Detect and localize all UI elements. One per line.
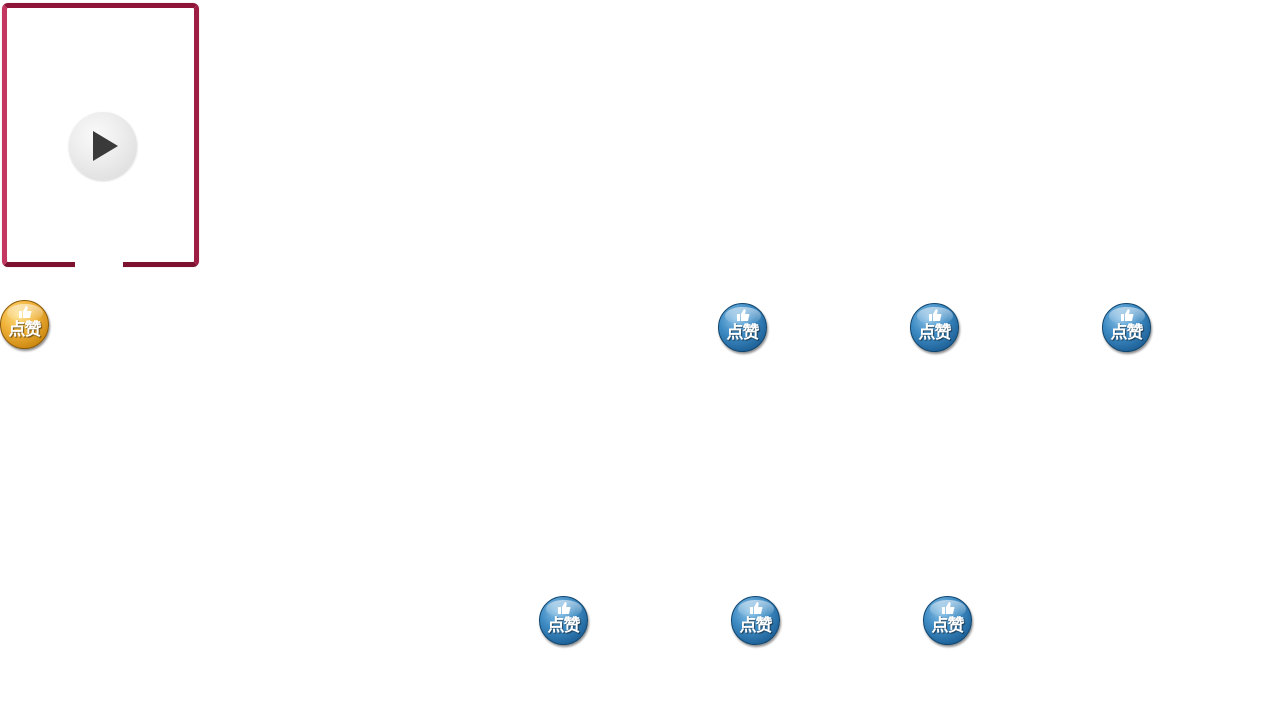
like-label: 点赞 [547,616,581,636]
video-frame-gap [75,255,123,269]
thumbs-up-icon [1121,309,1134,321]
like-label: 点赞 [726,323,760,343]
like-button[interactable]: 点赞 [539,596,588,645]
like-button[interactable]: 点赞 [731,596,780,645]
video-frame[interactable] [2,3,199,267]
like-button[interactable]: 点赞 [718,303,767,352]
thumbs-up-icon [19,306,32,318]
like-label: 点赞 [918,323,952,343]
thumbs-up-icon [750,602,763,614]
like-label: 点赞 [1110,323,1144,343]
thumbs-up-icon [558,602,571,614]
like-button[interactable]: 点赞 [910,303,959,352]
like-label: 点赞 [739,616,773,636]
like-label: 点赞 [931,616,965,636]
like-button[interactable]: 点赞 [923,596,972,645]
play-button[interactable] [69,112,137,180]
like-button[interactable]: 点赞 [1102,303,1151,352]
thumbs-up-icon [942,602,955,614]
like-button-active[interactable]: 点赞 [0,300,49,349]
like-label: 点赞 [8,320,42,340]
thumbs-up-icon [737,309,750,321]
thumbs-up-icon [929,309,942,321]
play-icon [93,131,118,161]
